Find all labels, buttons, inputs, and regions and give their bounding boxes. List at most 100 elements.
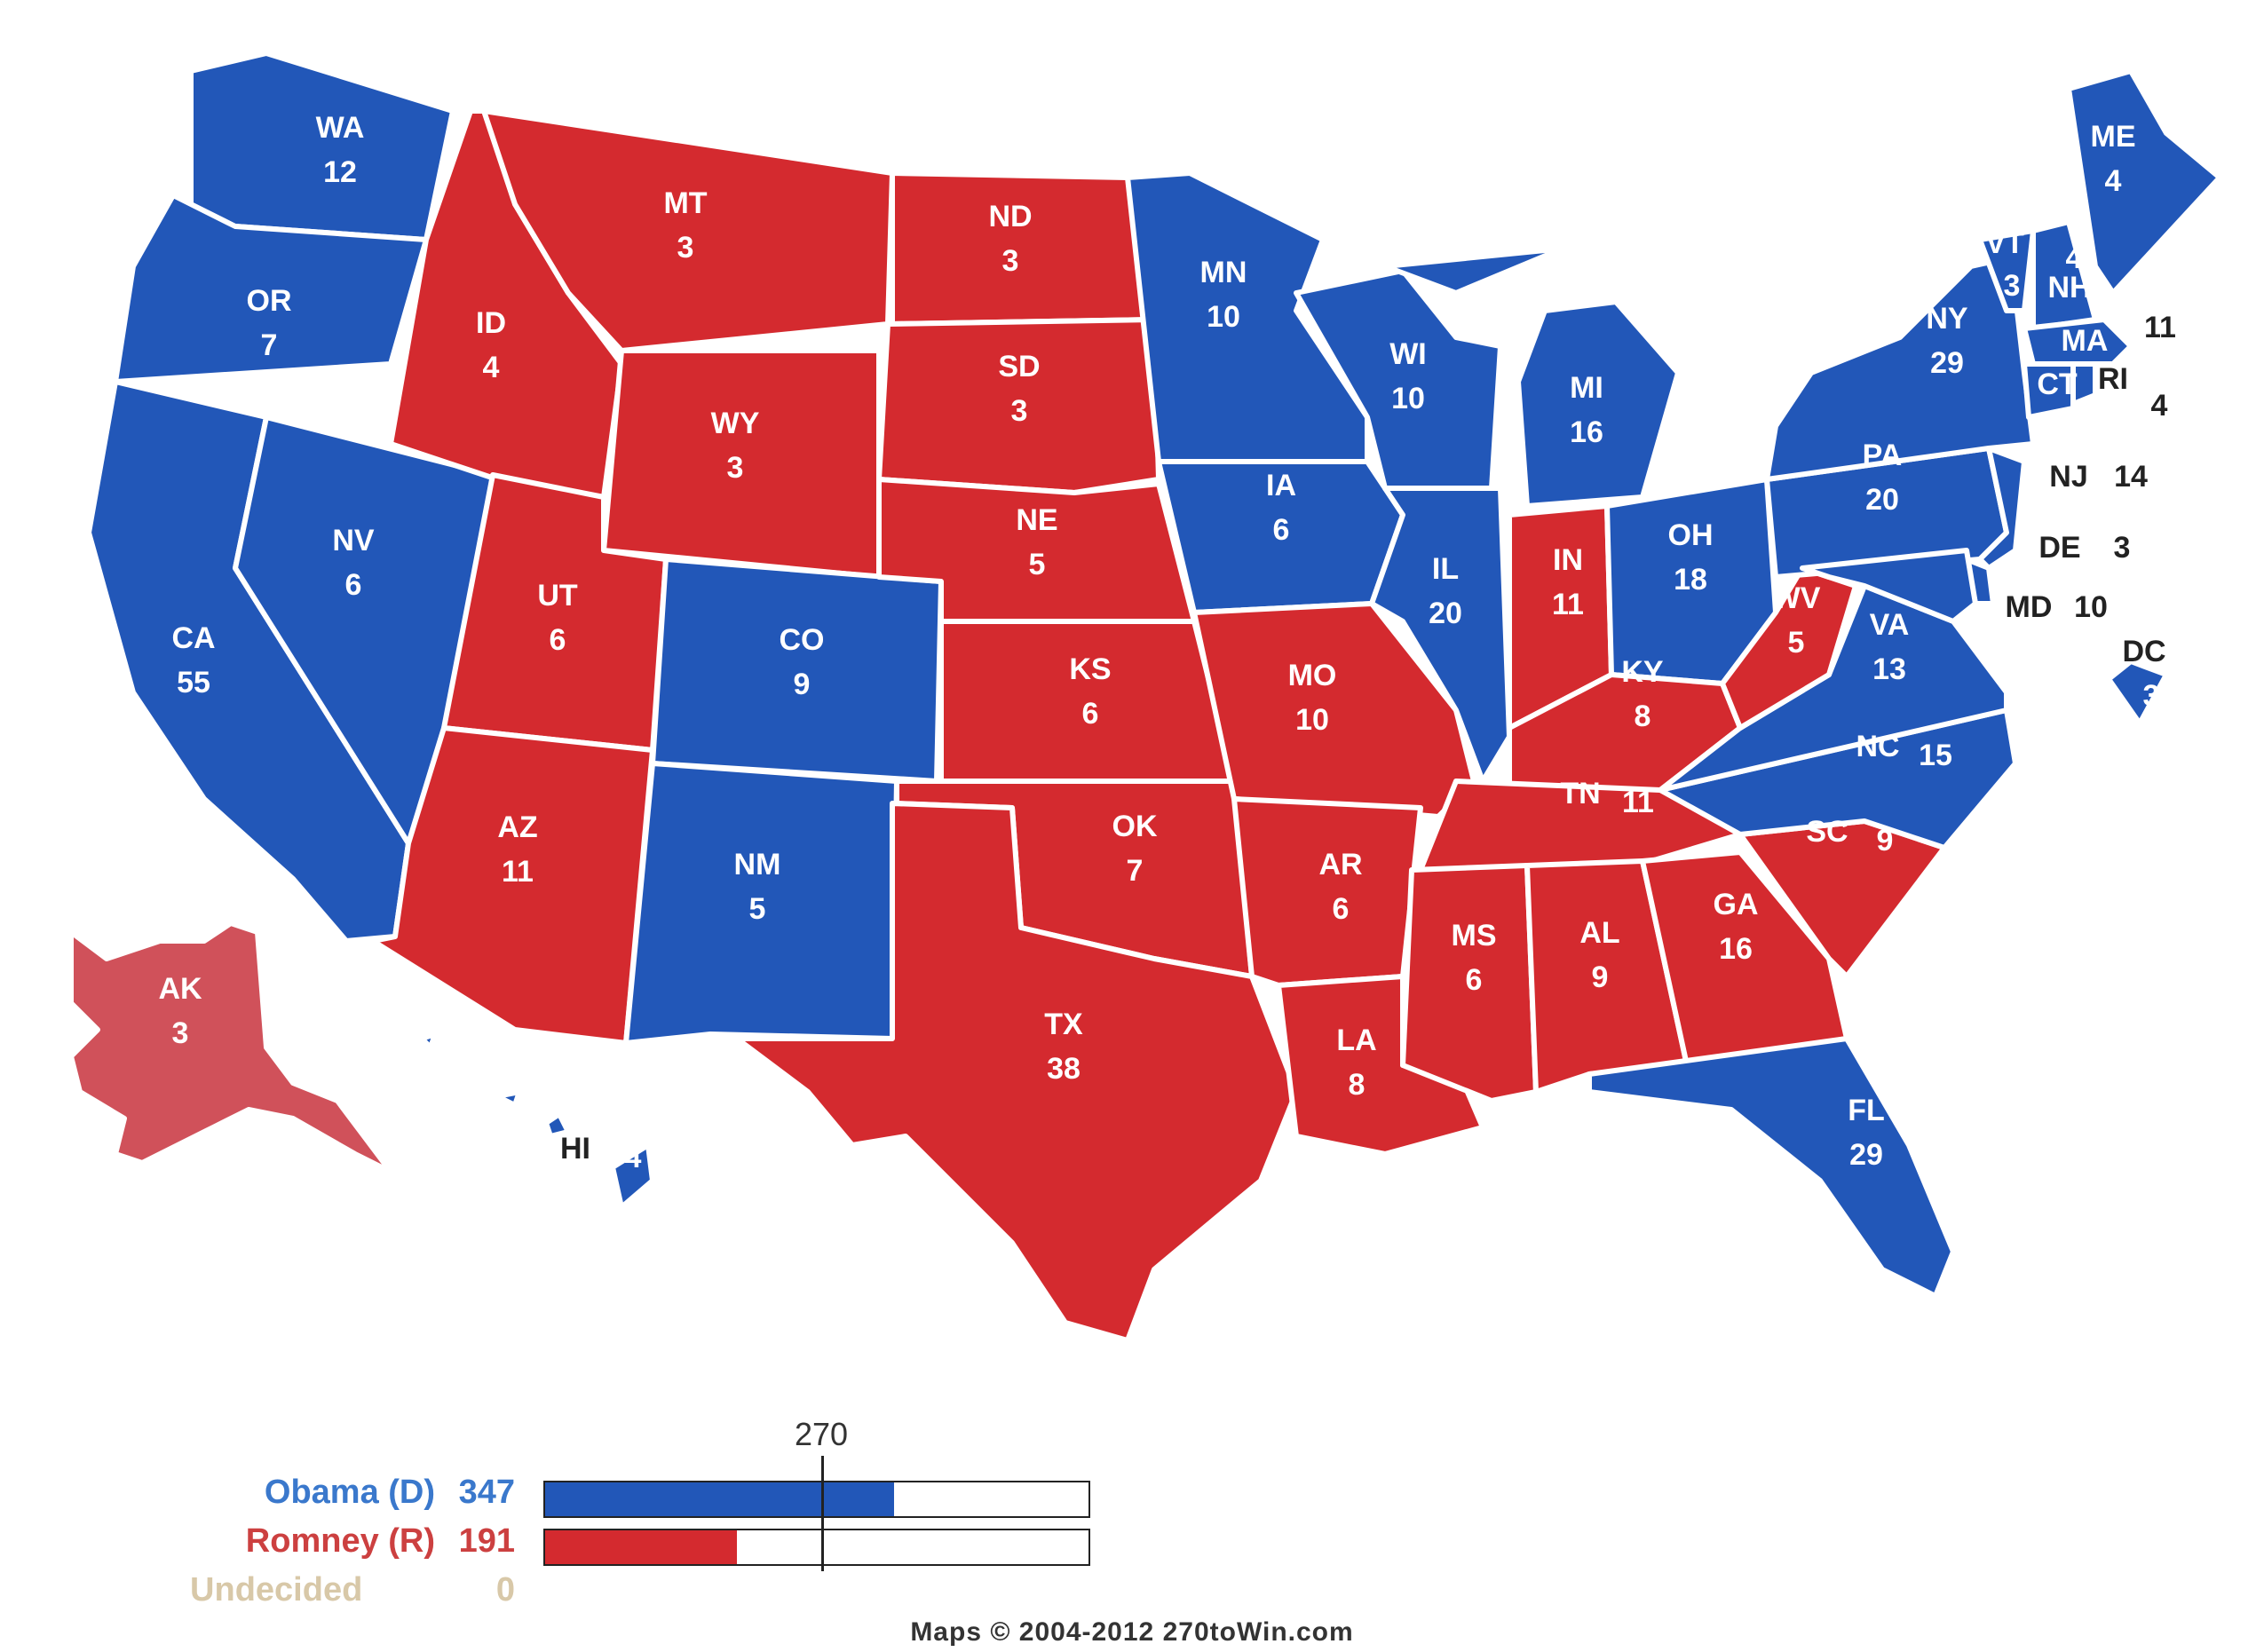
threshold-label: 270	[794, 1416, 849, 1452]
state-NY	[1764, 255, 2036, 482]
obama-votes: 347	[458, 1474, 515, 1511]
label-NV-ev: 6	[345, 568, 362, 602]
state-OR	[113, 193, 429, 384]
label-NE-abbr: NE	[1016, 503, 1057, 537]
label-AL-abbr: AL	[1579, 916, 1619, 950]
label-WI-abbr: WI	[1389, 337, 1427, 371]
state-LA	[1276, 974, 1485, 1157]
state-WA	[188, 51, 455, 242]
label-MO-abbr: MO	[1288, 659, 1337, 692]
label-FL-abbr: FL	[1848, 1094, 1885, 1127]
label-GA-ev: 16	[1719, 932, 1753, 966]
label-TN-abbr: TN	[1560, 777, 1600, 810]
label-UT-ev: 6	[550, 623, 566, 657]
romney-label: Romney (R)	[245, 1522, 436, 1560]
label-CT-ev: 7	[2085, 399, 2102, 432]
label-NH-ev: 4	[2066, 241, 2083, 275]
label-UT-abbr: UT	[537, 579, 578, 613]
state-RI	[2070, 361, 2098, 407]
romney-votes: 191	[458, 1522, 515, 1560]
label-NM-ev: 5	[749, 892, 766, 926]
label-RI-ev: 4	[2151, 389, 2168, 423]
label-OH-abbr: OH	[1668, 518, 1714, 552]
label-KY-abbr: KY	[1621, 655, 1664, 689]
label-MT-ev: 3	[677, 231, 694, 265]
label-DE-abbr: DE	[2038, 531, 2080, 565]
label-OK-abbr: OK	[1112, 810, 1158, 843]
label-SD-ev: 3	[1011, 394, 1028, 428]
label-CO-ev: 9	[794, 668, 811, 701]
label-ID-ev: 4	[483, 351, 500, 384]
label-NM-abbr: NM	[734, 848, 781, 881]
label-VA-abbr: VA	[1870, 608, 1910, 642]
label-AZ-abbr: AZ	[497, 810, 537, 844]
label-IA-ev: 6	[1273, 513, 1290, 547]
romney-bar-fill	[545, 1530, 738, 1564]
state-VT	[1977, 228, 2036, 313]
undecided-votes: 0	[495, 1571, 515, 1609]
label-WY-ev: 3	[727, 451, 744, 485]
label-NJ-ev: 14	[2114, 460, 2148, 494]
label-AZ-ev: 11	[502, 855, 534, 889]
label-MD-ev: 10	[2074, 590, 2108, 624]
label-PA-abbr: PA	[1863, 439, 1903, 472]
label-MI-abbr: MI	[1570, 371, 1603, 405]
label-HI-ev: 4	[625, 1141, 642, 1174]
label-ID-abbr: ID	[476, 306, 506, 340]
label-NC-ev: 15	[1919, 739, 1952, 772]
obama-bar	[543, 1481, 1090, 1518]
label-DC-ev: 3	[2143, 679, 2160, 713]
label-MI-ev: 16	[1570, 415, 1603, 449]
state-shapes	[68, 51, 2222, 1343]
label-SC-abbr: SC	[1806, 815, 1848, 849]
label-AK-ev: 3	[172, 1016, 189, 1050]
label-MO-ev: 10	[1295, 703, 1329, 737]
label-ME-abbr: ME	[2091, 120, 2136, 154]
state-MA	[2022, 317, 2133, 367]
label-LA-ev: 8	[1349, 1068, 1366, 1102]
label-NV-abbr: NV	[332, 524, 375, 557]
label-IN-abbr: IN	[1553, 543, 1583, 577]
label-MA-abbr: MA	[2062, 324, 2109, 358]
label-NE-ev: 5	[1029, 548, 1046, 581]
label-OR-ev: 7	[261, 328, 278, 362]
label-IL-abbr: IL	[1432, 552, 1459, 586]
copyright-footer: Maps © 2004-2012 270toWin.com	[910, 1617, 1354, 1647]
state-GA	[1640, 850, 1849, 1068]
label-CO-abbr: CO	[780, 623, 825, 657]
label-AK-abbr: AK	[158, 972, 202, 1006]
label-VT-abbr: VT	[1985, 226, 2024, 260]
label-HI-abbr: HI	[560, 1132, 590, 1166]
state-MS	[1400, 863, 1539, 1103]
state-TX	[734, 801, 1299, 1343]
label-MA-ev: 11	[2144, 311, 2176, 344]
label-RI-abbr: RI	[2098, 362, 2128, 396]
label-CA-ev: 55	[177, 666, 210, 700]
label-ND-ev: 3	[1002, 244, 1019, 278]
label-NH-abbr: NH	[2047, 271, 2091, 304]
label-FL-ev: 29	[1849, 1138, 1883, 1172]
label-WV-abbr: WV	[1772, 581, 1821, 615]
state-HI	[419, 1032, 655, 1210]
label-MN-ev: 10	[1207, 300, 1240, 334]
label-LA-abbr: LA	[1336, 1024, 1376, 1057]
label-KY-ev: 8	[1635, 700, 1651, 733]
label-OK-ev: 7	[1127, 854, 1144, 888]
label-IA-abbr: IA	[1266, 469, 1296, 502]
label-VT-ev: 3	[2004, 269, 2021, 303]
obama-bar-fill	[545, 1482, 895, 1516]
label-PA-ev: 20	[1865, 483, 1899, 517]
legend-undecided-row: Undecided 0	[53, 1571, 515, 1609]
label-TX-ev: 38	[1047, 1052, 1081, 1086]
label-CT-abbr: CT	[2037, 368, 2078, 401]
threshold-line	[821, 1456, 824, 1571]
label-IL-ev: 20	[1429, 597, 1462, 630]
label-DC-abbr: DC	[2122, 635, 2165, 668]
label-DE-ev: 3	[2114, 531, 2131, 565]
undecided-label: Undecided	[190, 1571, 363, 1609]
label-MS-abbr: MS	[1452, 919, 1497, 952]
state-FL	[1587, 1036, 1956, 1299]
legend-romney-row: Romney (R) 191	[53, 1522, 515, 1561]
state-CT	[2022, 361, 2076, 420]
label-WV-ev: 5	[1788, 626, 1805, 660]
